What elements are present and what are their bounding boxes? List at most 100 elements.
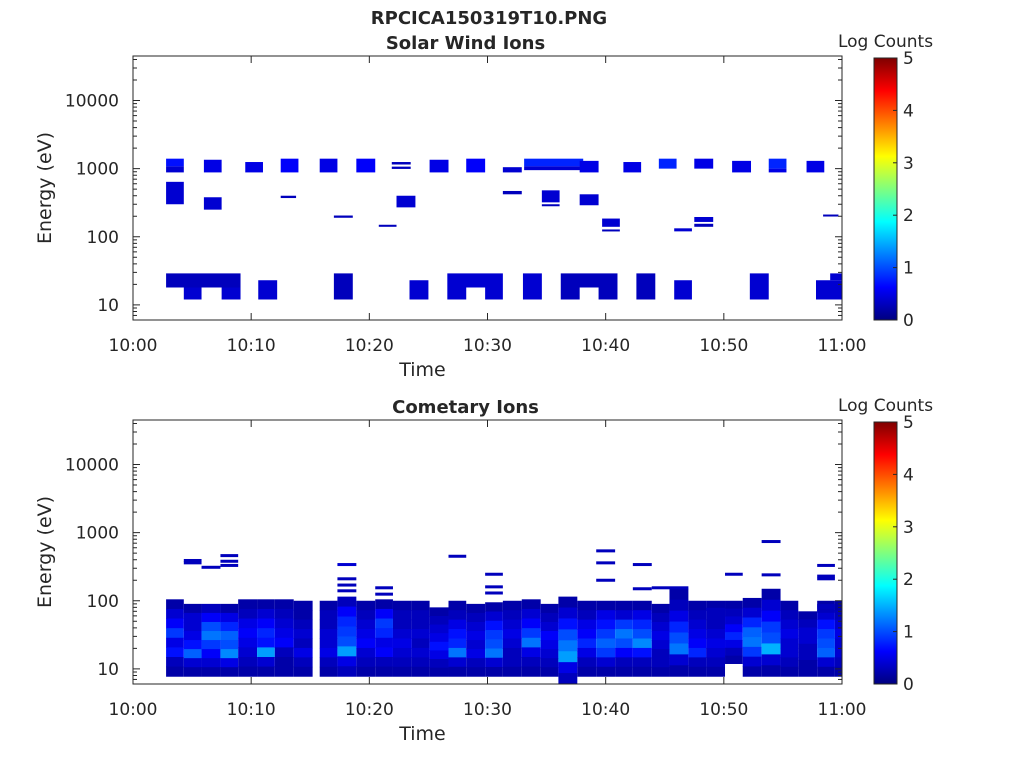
heatmap-cell: [615, 666, 633, 677]
heatmap-cell: [688, 610, 707, 621]
heatmap-cell: [632, 629, 652, 639]
heatmap-cell: [558, 651, 578, 663]
heatmap-cell: [466, 649, 486, 659]
heatmap-cell: [651, 640, 670, 650]
heatmap-cell: [485, 639, 503, 650]
heatmap-cell: [732, 160, 752, 173]
heatmap-cell: [293, 629, 313, 639]
heatmap-cell: [798, 635, 818, 645]
colorbar-tick-label: 3: [903, 154, 914, 174]
heatmap-band: [817, 563, 835, 567]
heatmap-cell: [429, 633, 449, 643]
heatmap-cell: [466, 158, 486, 173]
heatmap-cell: [409, 280, 429, 300]
heatmap-cell: [356, 610, 376, 621]
heatmap-cell: [274, 599, 294, 610]
heatmap-cell: [834, 657, 842, 668]
heatmap-cell: [392, 666, 412, 677]
heatmap-cell: [725, 632, 743, 641]
heatmap-cell: [448, 619, 467, 630]
heatmap-cell: [391, 162, 411, 165]
heatmap-cell: [541, 204, 560, 207]
heatmap-cell: [558, 673, 578, 684]
colorbar-tick-label: 5: [903, 413, 914, 433]
colorbar-gradient: [873, 57, 898, 321]
heatmap-cell: [166, 657, 184, 668]
heatmap-cell: [632, 619, 652, 630]
heatmap-cell: [761, 599, 781, 612]
heatmap-cell: [706, 638, 726, 649]
heatmap-band: [337, 583, 357, 587]
heatmap-cell: [780, 657, 799, 668]
heatmap-cell: [429, 659, 449, 669]
heatmap-cell: [466, 667, 486, 677]
heatmap-cell: [834, 600, 842, 611]
heatmap-cell: [688, 629, 707, 639]
heatmap-cell: [688, 647, 707, 658]
heatmap-cell: [706, 600, 726, 611]
heatmap-cell: [466, 621, 486, 632]
heatmap-cell: [669, 610, 689, 623]
heatmap-cell: [183, 603, 202, 614]
heatmap-cell: [448, 638, 467, 649]
heatmap-cell: [319, 158, 338, 173]
heatmap-cell: [392, 647, 412, 658]
heatmap-cell: [201, 612, 221, 623]
heatmap-cell: [257, 647, 275, 658]
heatmap-cell: [596, 619, 616, 630]
heatmap-cell: [540, 603, 559, 614]
heatmap-cell: [411, 647, 430, 658]
heatmap-cell: [817, 647, 835, 658]
x-tick-label: 10:10: [227, 700, 276, 720]
heatmap-band: [201, 565, 221, 569]
heatmap-cell: [632, 647, 652, 658]
heatmap-cell: [694, 223, 714, 227]
heatmap-cell: [238, 647, 258, 658]
heatmap-cell: [429, 624, 449, 634]
heatmap-cell: [558, 618, 578, 630]
heatmap-cell: [502, 619, 522, 630]
heatmap-cell: [577, 666, 597, 677]
heatmap-cell: [596, 600, 616, 611]
x-tick-label: 10:00: [109, 700, 158, 720]
heatmap-cell: [579, 160, 599, 173]
heatmap-band: [596, 549, 616, 553]
heatmap-cell: [274, 657, 294, 668]
heatmap-cell: [319, 600, 338, 611]
heatmap-cell: [392, 610, 412, 621]
heatmap-band: [817, 609, 835, 613]
heatmap-cell: [577, 647, 597, 658]
y-tick-label: 1000: [76, 160, 119, 180]
heatmap-cell: [558, 662, 578, 674]
heatmap-cell: [798, 660, 818, 669]
heatmap-cell: [694, 216, 714, 222]
colorbar-label: Log Counts: [838, 32, 933, 52]
heatmap-cell: [466, 640, 486, 650]
heatmap-cell: [201, 603, 221, 614]
heatmap-cell: [411, 629, 430, 639]
heatmap-cells: [166, 158, 842, 300]
heatmap-cell: [392, 600, 412, 611]
heatmap-cell: [623, 162, 642, 173]
heatmap-cell: [220, 603, 239, 614]
heatmap-band: [761, 540, 781, 544]
heatmap-cell: [485, 648, 503, 659]
heatmap-band: [651, 586, 689, 590]
x-tick-label: 10:20: [345, 700, 394, 720]
heatmap-cell: [238, 628, 258, 639]
heatmap-cell: [632, 600, 652, 611]
heatmap-cell: [183, 667, 202, 677]
heatmap-cell: [560, 287, 580, 300]
heatmap-cell: [742, 637, 762, 648]
y-tick-label: 100: [87, 592, 119, 612]
heatmap-cell: [502, 600, 522, 611]
heatmap-band: [485, 585, 503, 589]
heatmap-cell: [694, 158, 714, 169]
heatmap-cell: [725, 616, 743, 625]
heatmap-cell: [816, 280, 842, 300]
heatmap-cell: [780, 629, 799, 639]
heatmap-cell: [798, 651, 818, 661]
heatmap-band: [183, 561, 202, 565]
heatmap-cell: [166, 637, 184, 648]
